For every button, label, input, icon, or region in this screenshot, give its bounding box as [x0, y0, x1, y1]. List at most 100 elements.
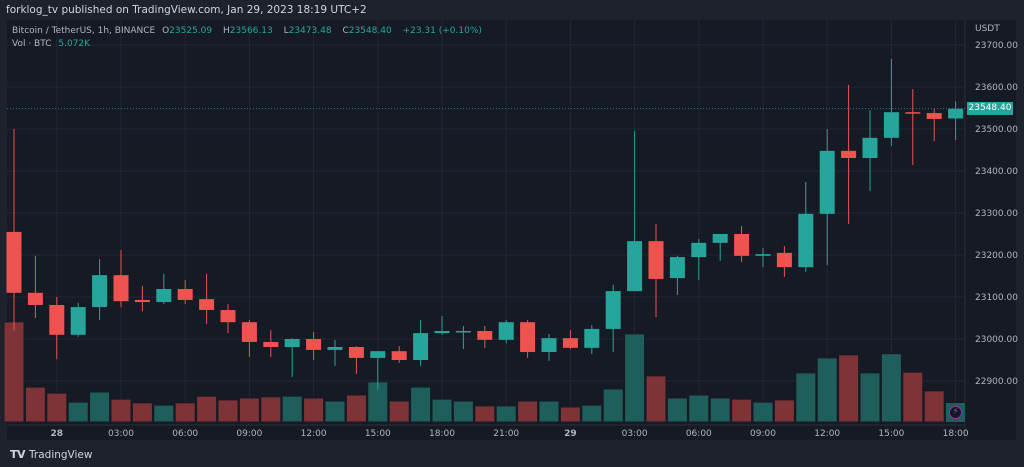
y-tick-label: 23600.00 [975, 83, 1018, 93]
candle-body [49, 304, 65, 335]
x-tick-label: 18:00 [943, 429, 969, 439]
price-axis [965, 20, 1016, 440]
candle-body [241, 322, 257, 342]
price-unit: USDT [975, 24, 1000, 34]
volume-bar [838, 354, 860, 423]
volume-bar [174, 402, 196, 423]
volume-bar [281, 395, 303, 423]
volume-bar [902, 371, 924, 423]
candle-body [370, 351, 386, 358]
volume-bar [474, 405, 496, 423]
candle-body [498, 322, 514, 340]
candle-body [177, 289, 193, 300]
x-tick-label: 06:00 [686, 429, 712, 439]
volume-bar [303, 397, 325, 423]
candle-body [6, 231, 22, 293]
high-label: H [222, 26, 230, 36]
volume-bar [517, 400, 539, 423]
x-tick-label: 06:00 [172, 429, 198, 439]
low-value: 23473.48 [288, 26, 332, 36]
x-tick-label: 12:00 [814, 429, 840, 439]
candle-body [862, 137, 878, 158]
volume-value: 5.072K [58, 39, 91, 49]
volume-bar [110, 398, 132, 423]
volume-bar [431, 398, 453, 423]
volume-bar [666, 397, 688, 423]
volume-bar [709, 397, 731, 423]
volume-bar [131, 402, 153, 423]
volume-bar [260, 396, 282, 423]
volume-bar [67, 401, 89, 423]
volume-label: Vol · BTC [12, 39, 52, 49]
x-tick-label: 18:00 [429, 429, 455, 439]
candle-body [691, 242, 707, 258]
candle-body [562, 338, 578, 348]
volume-bar [773, 399, 795, 423]
candle-body [627, 241, 643, 292]
candle-body [948, 108, 964, 119]
right-edge [1016, 20, 1024, 440]
open-label: O [162, 26, 170, 36]
brand-name: TradingView [29, 448, 93, 461]
candle-body [648, 241, 664, 279]
candle-body [669, 257, 685, 279]
volume-bar [688, 394, 710, 423]
volume-bar [495, 405, 517, 423]
candle-body [156, 289, 172, 303]
volume-bar [795, 372, 817, 423]
candle-body [434, 331, 450, 334]
y-tick-label: 23500.00 [975, 125, 1018, 135]
close-value: 23548.40 [348, 26, 392, 36]
candle-body [798, 213, 814, 268]
candle-body [263, 341, 279, 347]
y-tick-label: 23100.00 [975, 293, 1018, 303]
volume-bar [559, 406, 581, 423]
volume-bar [388, 400, 410, 423]
lightning-icon[interactable]: ⚡ [949, 406, 962, 419]
candle-body [883, 112, 899, 138]
candle-body [584, 328, 600, 348]
candle-body [841, 150, 857, 158]
top-bar: forklog_tv published on TradingView.com,… [0, 0, 1024, 20]
volume-bar [324, 400, 346, 423]
candle-body [520, 322, 536, 353]
x-tick-label: 09:00 [750, 429, 776, 439]
volume-bar [752, 401, 774, 423]
candle-body [477, 331, 493, 340]
candle-body [734, 234, 750, 256]
candle-body [134, 299, 150, 303]
high-value: 23566.13 [229, 26, 273, 36]
symbol-title[interactable]: Bitcoin / TetherUS, 1h, BINANCE [12, 26, 156, 36]
volume-bar [602, 388, 624, 423]
volume-bar [859, 372, 881, 423]
volume-bar [880, 353, 902, 423]
candle-body [926, 113, 942, 119]
volume-bar [345, 394, 367, 423]
candle-body [113, 275, 129, 302]
y-tick-label: 23400.00 [975, 167, 1018, 177]
volume-bar [217, 399, 239, 423]
open-value: 23525.09 [169, 26, 213, 36]
candle-body [819, 150, 835, 214]
candle-body [70, 307, 86, 335]
x-tick-label: 15:00 [365, 429, 391, 439]
x-tick-label: 29 [564, 429, 577, 439]
candle-body [327, 346, 343, 350]
candlestick-chart[interactable]: 23700.00 23600.00 23500.00 23400.00 23300.00… [0, 0, 1024, 440]
candle-body [284, 339, 300, 347]
volume-bar [581, 404, 603, 423]
candle-body [605, 291, 621, 329]
tradingview-logo[interactable]: TV TradingView [10, 448, 92, 461]
candle-body [92, 275, 108, 308]
candle-body [541, 338, 557, 353]
volume-bar [24, 386, 46, 423]
candle-body [413, 333, 429, 360]
candle-body [712, 234, 728, 243]
volume-bar [452, 400, 474, 423]
volume-bar [46, 392, 68, 423]
footer-bar: TV TradingView [0, 440, 1024, 467]
volume-last-bar: ⚡ [946, 403, 965, 422]
y-tick-label: 22900.00 [975, 377, 1018, 387]
candle-body [348, 346, 364, 358]
low-label: L [283, 26, 289, 36]
